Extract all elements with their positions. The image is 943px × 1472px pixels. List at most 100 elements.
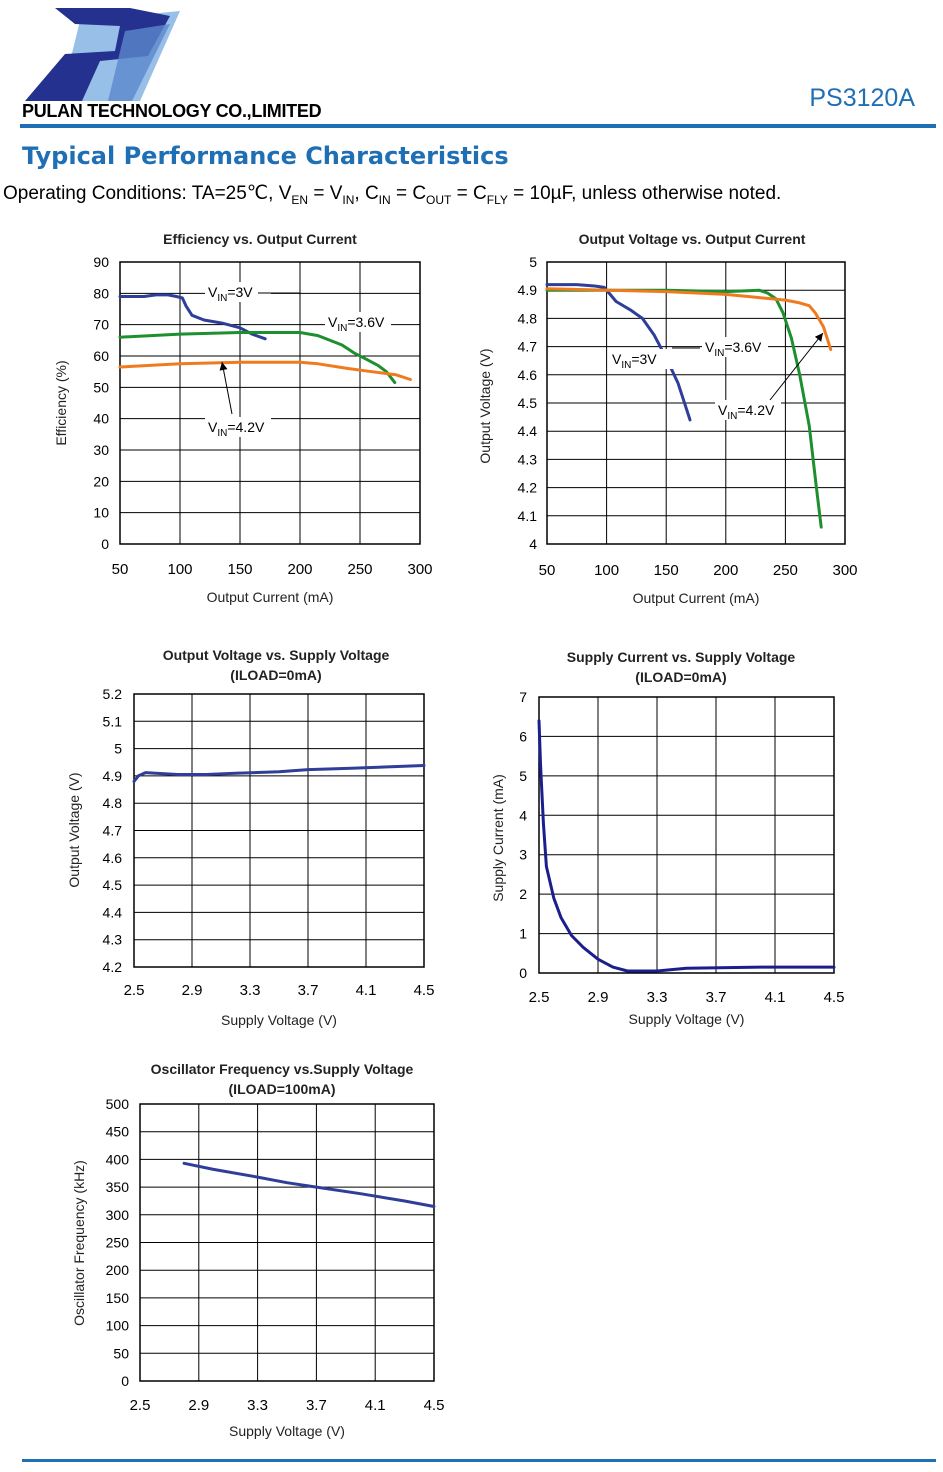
x-tick-label: 200 (713, 562, 738, 579)
y-tick-label: 4.7 (103, 823, 123, 839)
annotation-label: VIN=4.2V (718, 402, 775, 422)
y-tick-label: 40 (93, 411, 109, 427)
grid (119, 261, 421, 545)
annotation-label: VIN=3.6V (705, 339, 762, 359)
annotation-rest: =4.2V (227, 419, 265, 435)
y-tick-label: 10 (93, 505, 109, 521)
annotation-leader (769, 332, 824, 401)
conditions-subscript: EN (291, 192, 309, 207)
annotation-main: V (612, 351, 622, 367)
y-tick-label: 100 (106, 1318, 130, 1334)
x-tick-label: 300 (407, 561, 432, 578)
chart-title: (ILOAD=0mA) (230, 667, 321, 683)
y-tick-label: 4.7 (518, 339, 538, 355)
chart-title: Output Voltage vs. Output Current (579, 231, 806, 247)
annotation-sub: IN (337, 323, 347, 334)
y-tick-label: 70 (93, 317, 109, 333)
annotation-rest: =3V (631, 351, 657, 367)
annotation-leader (221, 361, 233, 415)
conditions-text: = V (308, 183, 343, 204)
annotation-bg (702, 337, 768, 357)
plot-frame (546, 261, 846, 545)
x-tick-label: 50 (112, 561, 129, 578)
chart-title: (ILOAD=100mA) (229, 1081, 336, 1097)
x-axis-label: Output Current (mA) (633, 590, 760, 606)
conditions-subscript: OUT (426, 192, 452, 207)
y-axis-label: Output Voltage (V) (66, 772, 82, 887)
y-tick-label: 4.9 (103, 768, 123, 784)
y-tick-label: 250 (106, 1235, 130, 1251)
annotation-bg (325, 312, 391, 332)
annotation-rest: =3.6V (724, 339, 762, 355)
x-tick-label: 50 (539, 562, 556, 579)
series-line-vin-3v (545, 283, 692, 422)
x-tick-label: 2.9 (188, 1397, 209, 1414)
conditions-subscript: IN (342, 192, 355, 207)
y-tick-label: 4 (529, 536, 537, 552)
y-tick-label: 0 (121, 1373, 129, 1389)
plot-frame (119, 261, 421, 545)
y-tick-label: 4.6 (518, 367, 538, 383)
y-tick-label: 5 (529, 254, 537, 270)
part-number: PS3120A (809, 84, 915, 112)
x-tick-label: 3.3 (247, 1397, 268, 1414)
annotation-arrowhead (814, 333, 823, 342)
x-tick-label: 150 (654, 562, 679, 579)
x-tick-label: 2.5 (130, 1397, 151, 1414)
annotation-rest: =3.6V (347, 314, 385, 330)
conditions-text: Operating Conditions: TA=25℃, V (3, 183, 292, 204)
y-axis-label: Oscillator Frequency (kHz) (71, 1160, 87, 1326)
x-tick-label: 3.7 (306, 1397, 327, 1414)
y-tick-label: 3 (519, 847, 527, 863)
x-axis-label: Output Current (mA) (207, 589, 334, 605)
y-tick-label: 500 (106, 1096, 130, 1112)
isup-chart: Supply Current vs. Supply Voltage (ILOAD=… (490, 649, 844, 1027)
annotation-bg (205, 282, 271, 302)
x-tick-label: 2.5 (124, 982, 145, 999)
plot-frame (139, 1103, 435, 1382)
y-tick-label: 4.8 (103, 795, 123, 811)
footer-rule (22, 1459, 936, 1462)
annotation-label: VIN=4.2V (208, 419, 265, 439)
x-tick-label: 250 (347, 561, 372, 578)
conditions-text: , C (354, 183, 379, 204)
fosc-chart: Oscillator Frequency vs.Supply Voltage (I… (71, 1061, 444, 1439)
conditions-text: = 10µF, unless otherwise noted. (507, 183, 782, 204)
y-tick-label: 5 (519, 768, 527, 784)
annotation-main: V (208, 419, 218, 435)
series-line-vin-4-2v (118, 360, 412, 381)
chart-title: (ILOAD=0mA) (635, 669, 726, 685)
series-line-vin-3-6v (545, 288, 823, 529)
x-tick-label: 3.7 (706, 989, 727, 1006)
pulan-logo (25, 8, 180, 101)
x-tick-label: 3.7 (298, 982, 319, 999)
y-axis-label: Supply Current (mA) (490, 774, 506, 902)
x-tick-label: 300 (832, 562, 857, 579)
annotation-bg (609, 349, 675, 369)
x-axis-label: Supply Voltage (V) (629, 1011, 745, 1027)
y-tick-label: 450 (106, 1124, 130, 1140)
annotation-label: VIN=3V (612, 351, 657, 371)
x-tick-label: 100 (594, 562, 619, 579)
y-tick-label: 50 (113, 1345, 129, 1361)
x-tick-label: 2.9 (588, 989, 609, 1006)
vout_vsup-chart: Output Voltage vs. Supply Voltage (ILOAD=… (66, 647, 434, 1028)
x-tick-label: 2.5 (529, 989, 550, 1006)
annotation-label: VIN=3V (208, 284, 253, 304)
y-tick-label: 60 (93, 348, 109, 364)
y-tick-label: 80 (93, 285, 109, 301)
y-tick-label: 4.5 (103, 877, 123, 893)
operating-conditions: Operating Conditions: TA=25℃, VEN = VIN,… (3, 182, 781, 207)
grid (133, 693, 425, 968)
grid (139, 1103, 435, 1382)
annotation-main: V (208, 284, 218, 300)
x-tick-label: 4.1 (356, 982, 377, 999)
y-tick-label: 1 (519, 926, 527, 942)
y-tick-label: 4.5 (518, 395, 538, 411)
x-tick-label: 100 (167, 561, 192, 578)
header-rule (20, 124, 936, 128)
y-tick-label: 5 (114, 741, 122, 757)
y-tick-label: 50 (93, 379, 109, 395)
chart-title: Supply Current vs. Supply Voltage (567, 649, 796, 665)
